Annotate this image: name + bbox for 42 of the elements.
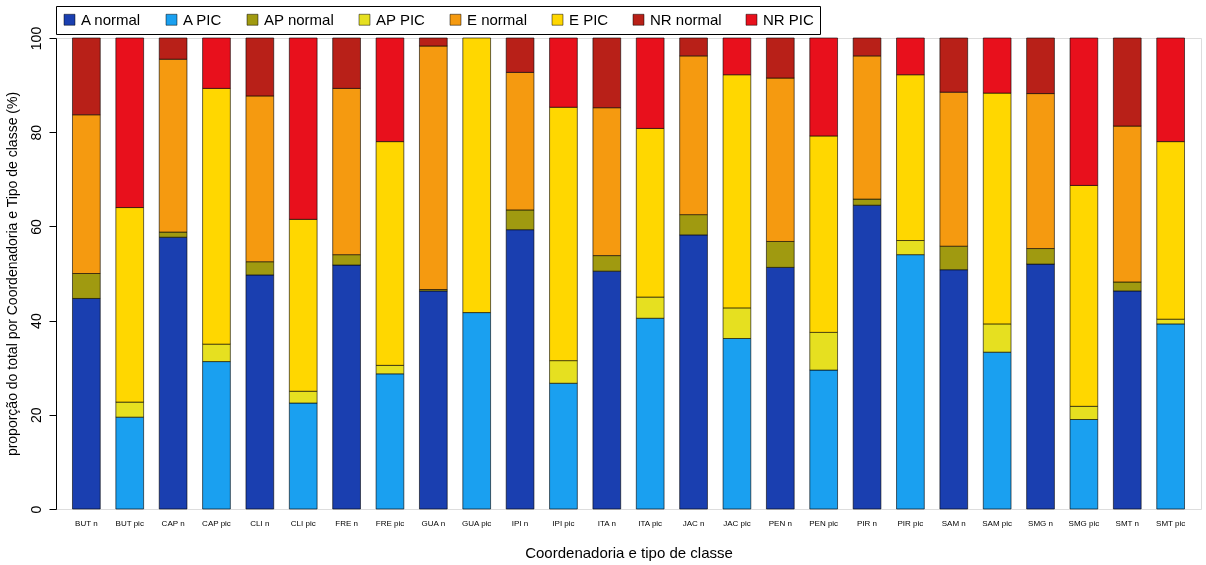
y-tick-label: 100 xyxy=(27,26,44,51)
x-tick-label: GUA n xyxy=(421,518,446,528)
legend-label: E normal xyxy=(467,10,528,28)
x-tick-label: CAP n xyxy=(161,518,185,528)
legend-label: A PIC xyxy=(183,10,222,28)
x-tick-label: SMG n xyxy=(1028,518,1053,528)
x-tick-label: FRE pic xyxy=(375,518,405,528)
y-tick-label: 80 xyxy=(27,124,44,141)
x-tick-label: CAP pic xyxy=(202,518,231,528)
legend-label: NR PIC xyxy=(763,10,814,28)
x-tick-label: CLI n xyxy=(250,518,270,528)
x-tick-label: PEN pic xyxy=(809,518,839,528)
legend-label: A normal xyxy=(81,10,141,28)
x-tick-label: SMG pic xyxy=(1068,518,1100,528)
y-tick-label: 60 xyxy=(27,218,44,235)
x-tick-label: SAM pic xyxy=(982,518,1013,528)
x-tick-label: IPI n xyxy=(511,518,529,528)
x-tick-label: PIR n xyxy=(857,518,878,528)
x-tick-label: JAC pic xyxy=(723,518,751,528)
x-tick-label: SMT pic xyxy=(1156,518,1186,528)
x-tick-label: IPI pic xyxy=(552,518,575,528)
x-axis-title: Coordenadoria e tipo de classe xyxy=(525,543,733,561)
x-tick-label: ITA pic xyxy=(638,518,663,528)
y-axis-title: proporção do total por Coordenadoria e Tipo de classe (%) xyxy=(3,91,20,457)
x-tick-label: BUT pic xyxy=(115,518,144,528)
y-tick-label: 20 xyxy=(27,407,44,424)
legend-label: AP normal xyxy=(264,10,334,28)
legend-label: E PIC xyxy=(569,10,609,28)
x-tick-label: JAC n xyxy=(682,518,705,528)
x-tick-label: PIR pic xyxy=(897,518,924,528)
x-tick-label: SAM n xyxy=(941,518,966,528)
x-tick-label: BUT n xyxy=(75,518,98,528)
legend-label: AP PIC xyxy=(376,10,426,28)
legend-label: NR normal xyxy=(650,10,722,28)
x-tick-label: PEN n xyxy=(768,518,792,528)
y-tick-label: 40 xyxy=(27,313,44,329)
x-tick-label: SMT n xyxy=(1115,518,1139,528)
x-tick-label: ITA n xyxy=(597,518,616,528)
x-tick-label: CLI pic xyxy=(290,518,316,528)
x-tick-label: GUA pic xyxy=(462,518,492,528)
y-tick-label: 0 xyxy=(27,505,44,514)
x-tick-label: FRE n xyxy=(335,518,358,528)
